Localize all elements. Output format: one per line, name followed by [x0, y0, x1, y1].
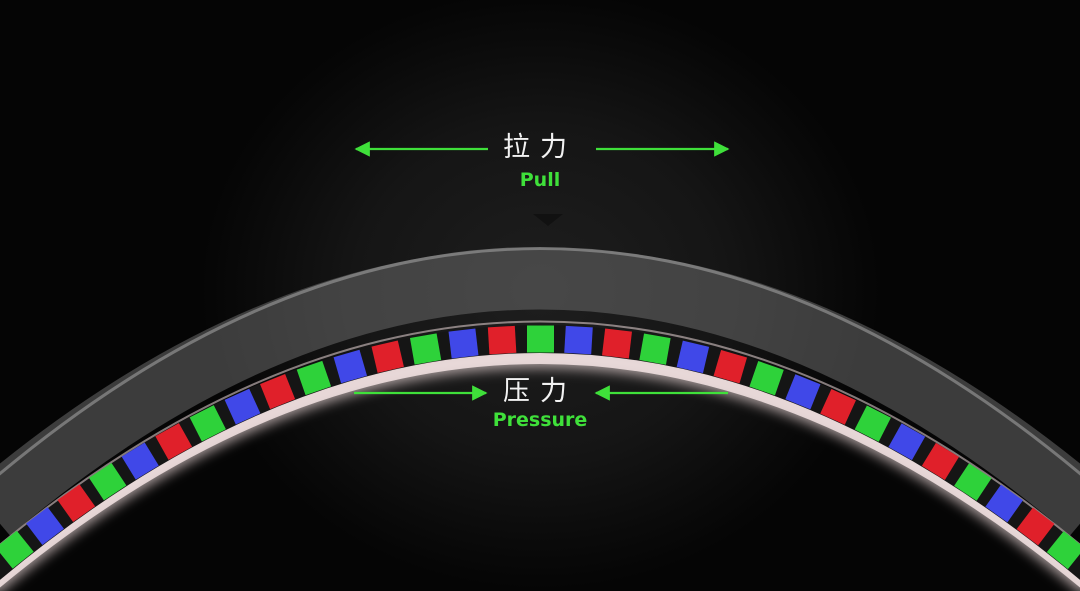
subpixel-blue: [676, 340, 710, 374]
pull-label-chinese: 拉力: [503, 132, 577, 163]
pressure-label-english: Pressure: [492, 409, 588, 431]
subpixel-red: [1016, 507, 1055, 546]
subpixel-red: [602, 328, 632, 359]
subpixel-blue: [224, 388, 261, 425]
subpixel-blue: [785, 374, 821, 410]
subpixel-green: [526, 325, 555, 353]
subpixel-green: [88, 462, 127, 501]
substrate-layer: [0, 352, 1080, 588]
subpixel-red: [820, 389, 856, 425]
subpixel-red: [487, 325, 517, 355]
glass-notch: [533, 214, 563, 226]
subpixel-green: [749, 361, 784, 396]
pull-label-english: Pull: [519, 169, 561, 191]
subpixel-green: [854, 405, 891, 442]
subpixel-red: [260, 374, 296, 410]
subpixel-green: [296, 360, 332, 396]
subpixel-green: [639, 333, 671, 365]
subpixel-red: [57, 484, 96, 523]
rgb-pixel-row: [0, 325, 1080, 570]
pressure-label-chinese: 压力: [503, 376, 577, 407]
glass-cover-layer: [0, 247, 1080, 536]
subpixel-red: [713, 349, 748, 384]
subpixel-green: [409, 333, 442, 365]
subpixel-green: [189, 405, 226, 442]
subpixel-blue: [333, 349, 368, 384]
subpixel-green: [1046, 531, 1080, 570]
subpixel-red: [921, 442, 959, 480]
subpixel-red: [155, 423, 193, 460]
subpixel-green: [954, 463, 992, 501]
glass-cover-edge: [0, 247, 1080, 476]
subpixel-blue: [985, 484, 1024, 523]
subpixel-blue: [888, 423, 926, 461]
pixel-backing-edge: [0, 320, 1080, 547]
subpixel-blue: [564, 325, 593, 355]
subpixel-red: [371, 340, 404, 373]
subpixel-blue: [121, 442, 159, 480]
subpixel-blue: [448, 328, 479, 359]
subpixel-green: [0, 530, 34, 569]
subpixel-blue: [26, 507, 64, 546]
